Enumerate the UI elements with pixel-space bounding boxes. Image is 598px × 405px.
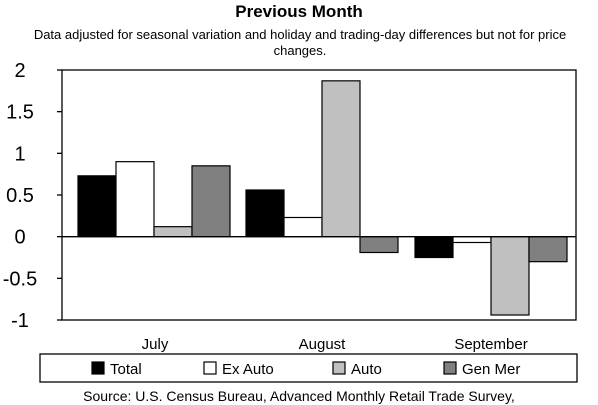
y-tick-label: 1 bbox=[14, 143, 25, 165]
bar-auto-august bbox=[321, 80, 361, 238]
y-tick-label: 0 bbox=[14, 227, 25, 249]
bar-gen-mer-september bbox=[528, 236, 568, 263]
bar-total-july bbox=[77, 175, 117, 238]
bar-ex-auto-august bbox=[283, 216, 323, 238]
legend-swatch bbox=[203, 361, 217, 375]
y-tick-label: 2 bbox=[14, 60, 25, 82]
category-label: August bbox=[299, 336, 347, 353]
bar-ex-auto-july bbox=[115, 161, 155, 238]
bar-gen-mer-august bbox=[359, 236, 399, 254]
category-label: July bbox=[142, 336, 169, 353]
chart-title: Previous Month bbox=[235, 2, 363, 21]
category-label: September bbox=[454, 336, 527, 353]
y-tick-label: 1.5 bbox=[6, 102, 34, 124]
legend-label: Ex Auto bbox=[222, 361, 274, 378]
legend-label: Gen Mer bbox=[462, 361, 520, 378]
legend-label: Total bbox=[110, 361, 142, 378]
x-axis: July August September bbox=[142, 336, 528, 353]
legend-label: Auto bbox=[351, 361, 382, 378]
bar-gen-mer-july bbox=[191, 165, 231, 238]
y-axis: 2 1.5 1 0.5 0 -0.5 -1 bbox=[3, 60, 62, 332]
legend-box bbox=[39, 353, 578, 383]
bar-total-august bbox=[245, 189, 285, 238]
bar-ex-auto-september bbox=[452, 236, 492, 244]
bars bbox=[77, 80, 568, 316]
chart-source: Source: U.S. Census Bureau, Advanced Mon… bbox=[83, 388, 515, 404]
legend-swatch bbox=[332, 361, 346, 375]
chart-subtitle: Data adjusted for seasonal variation and… bbox=[33, 27, 567, 58]
bar-total-september bbox=[414, 236, 454, 259]
legend-swatch bbox=[91, 361, 105, 375]
bar-auto-september bbox=[490, 236, 530, 316]
legend: Total Ex Auto Auto Gen Mer bbox=[91, 361, 520, 378]
legend-swatch bbox=[443, 361, 457, 375]
y-tick-label: -0.5 bbox=[3, 268, 37, 290]
y-tick-label: -1 bbox=[11, 310, 29, 332]
y-tick-label: 0.5 bbox=[6, 185, 34, 207]
bar-auto-july bbox=[153, 226, 193, 238]
